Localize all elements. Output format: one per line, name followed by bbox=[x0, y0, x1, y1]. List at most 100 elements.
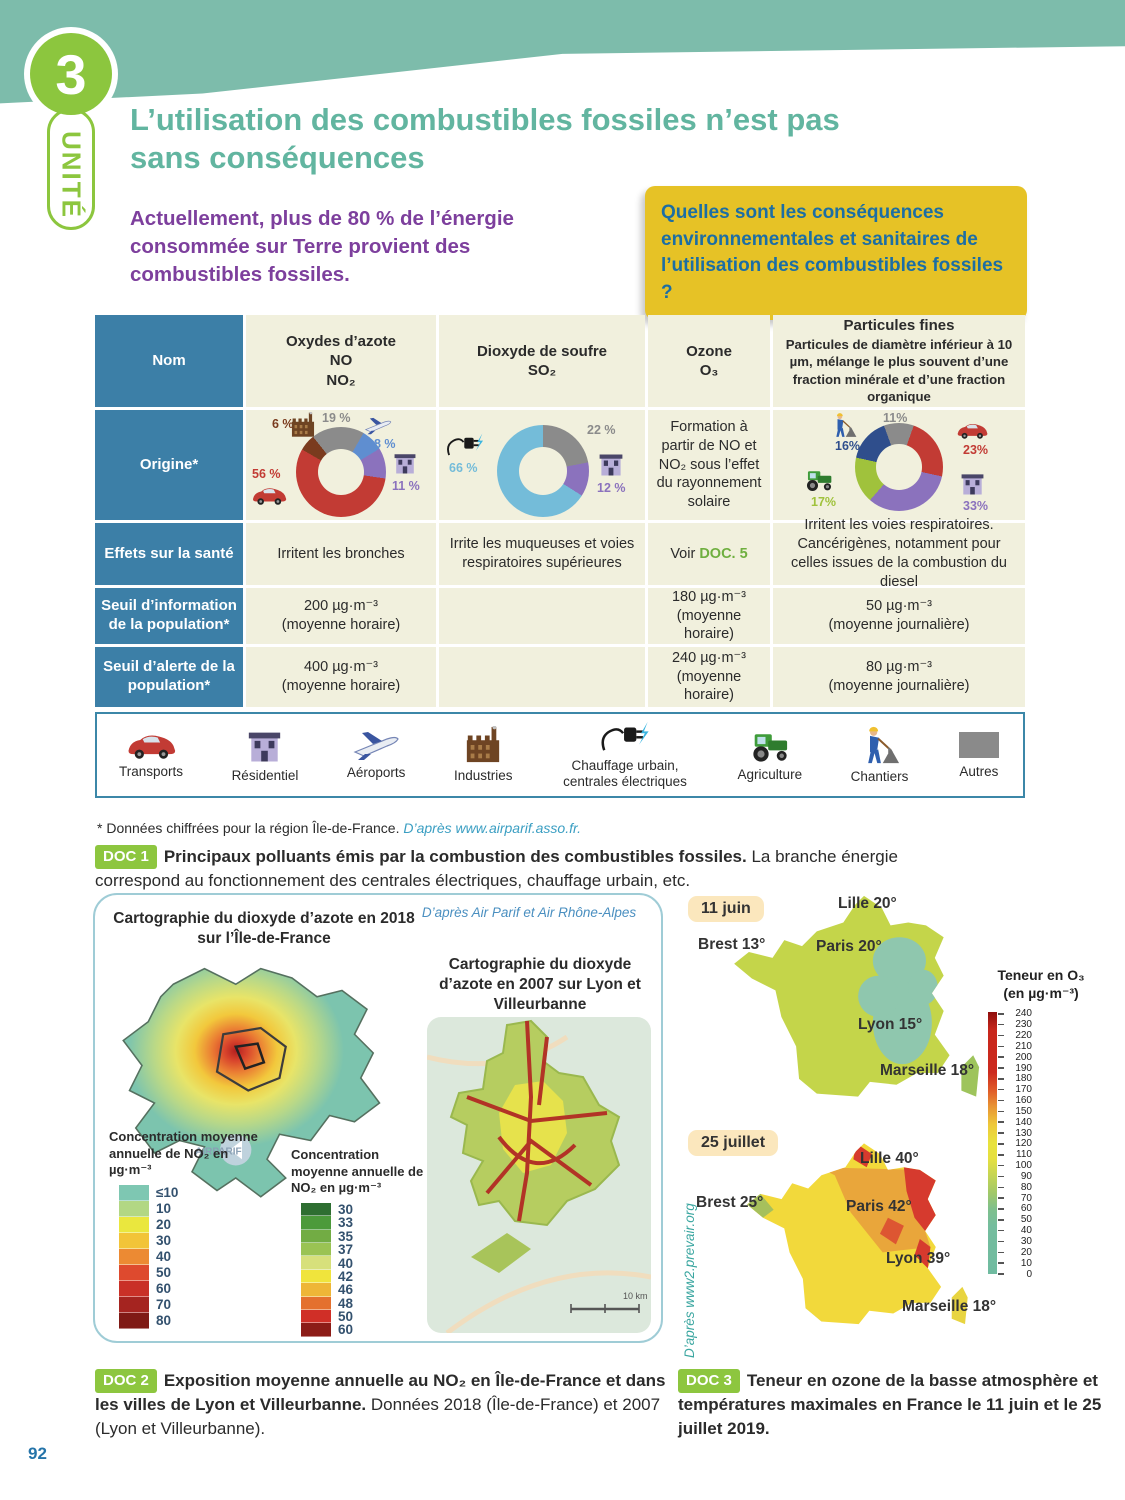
scale-swatch bbox=[301, 1283, 331, 1297]
legend-item-residentiel: Résidentiel bbox=[231, 726, 299, 784]
tick: 140 bbox=[998, 1117, 1032, 1128]
legend-label: Résidentiel bbox=[231, 768, 299, 784]
threshold-unit: (moyenne journalière) bbox=[828, 678, 970, 694]
scale-step-label: 40 bbox=[156, 1249, 172, 1265]
scale-step: 50 bbox=[119, 1264, 259, 1281]
scale-swatch bbox=[301, 1323, 331, 1337]
scale-step: 30 bbox=[119, 1232, 259, 1249]
tick: 20 bbox=[998, 1247, 1032, 1258]
alert-threshold-ozone: 240 µg·m⁻³ (moyenne horaire) bbox=[648, 647, 770, 707]
row-header-seuil-alerte: Seuil d’alerte de la population* bbox=[95, 647, 243, 707]
teal-banner bbox=[0, 0, 1125, 104]
alert-threshold-pm: 80 µg·m⁻³ (moyenne journalière) bbox=[773, 647, 1025, 707]
doc1-badge: DOC 1 bbox=[95, 845, 157, 870]
threshold-value: 180 µg·m⁻³ bbox=[671, 588, 747, 605]
tick-label: 80 bbox=[1020, 1181, 1032, 1193]
scale-step-label: 37 bbox=[338, 1242, 354, 1258]
scale-step: 20 bbox=[119, 1216, 259, 1233]
scale-swatch bbox=[301, 1202, 331, 1217]
alert-threshold-no: 400 µg·m⁻³ (moyenne horaire) bbox=[246, 647, 436, 707]
pie-label: 33% bbox=[963, 499, 989, 513]
scale-step-label: 70 bbox=[156, 1297, 172, 1313]
ozone-formation-text: Formation à partir de NO et NO₂ sous l’e… bbox=[656, 418, 762, 511]
france-ozone-map-25-juillet bbox=[747, 1143, 968, 1325]
pie-label: 66 % bbox=[449, 461, 478, 475]
scale-swatch bbox=[301, 1296, 331, 1310]
scale-swatch bbox=[119, 1216, 149, 1233]
scale-step-label: 33 bbox=[338, 1215, 354, 1231]
tractor-icon bbox=[748, 727, 792, 763]
tick-mark bbox=[998, 1273, 1004, 1275]
tick-label: 120 bbox=[1015, 1138, 1032, 1150]
footnote-credit: D’après www.airparif.asso.fr. bbox=[403, 820, 582, 836]
threshold-value: 80 µg·m⁻³ bbox=[866, 659, 932, 676]
voir-text: Voir bbox=[670, 545, 700, 562]
tick-label: 170 bbox=[1015, 1084, 1032, 1096]
city-label: Paris 42° bbox=[846, 1198, 912, 1215]
scale-step-label: 40 bbox=[338, 1255, 354, 1271]
tick: 130 bbox=[998, 1128, 1032, 1139]
pollutant-ozone-formula: O₃ bbox=[699, 362, 719, 379]
pollutant-ozone-name: Ozone bbox=[686, 342, 732, 360]
factory-icon bbox=[290, 412, 316, 438]
effects-ozone-text: Voir DOC. 5 bbox=[670, 545, 747, 564]
scale-step-label: 42 bbox=[338, 1268, 354, 1284]
effects-no: Irritent les bronches bbox=[246, 523, 436, 585]
tick-label: 200 bbox=[1015, 1051, 1032, 1063]
tick-label: 160 bbox=[1015, 1095, 1032, 1107]
city-label: Brest 25° bbox=[696, 1194, 764, 1211]
tick: 70 bbox=[998, 1193, 1032, 1204]
sector-legend: Transports Résidentiel Aéroports Industr… bbox=[95, 712, 1025, 798]
tick-mark bbox=[998, 1229, 1004, 1232]
scale-swatch bbox=[301, 1216, 331, 1230]
tick-mark bbox=[998, 1219, 1004, 1221]
tick-label: 240 bbox=[1015, 1008, 1032, 1020]
tick-label: 70 bbox=[1020, 1192, 1032, 1204]
pie-label: 56 % bbox=[252, 467, 281, 481]
unit-label: UNITÉ bbox=[56, 131, 87, 219]
scale-step: ≤10 bbox=[119, 1184, 259, 1201]
doc2-caption: DOC 2 Exposition moyenne annuelle au NO₂ … bbox=[95, 1369, 680, 1442]
pie-label: 19 % bbox=[322, 411, 351, 425]
scale-bar-label: 10 km bbox=[623, 1291, 648, 1301]
scale-swatch bbox=[301, 1269, 331, 1284]
tick-label: 60 bbox=[1020, 1203, 1032, 1215]
tick-label: 40 bbox=[1020, 1225, 1032, 1237]
house-icon bbox=[248, 726, 281, 764]
tick: 60 bbox=[998, 1203, 1032, 1215]
legend-item-aeroports: Aéroports bbox=[346, 729, 406, 781]
tick: 230 bbox=[998, 1019, 1032, 1030]
city-label: Brest 13° bbox=[698, 936, 766, 953]
idf-map-title: Cartographie du dioxyde d’azote en 2018 … bbox=[113, 910, 415, 948]
scale-step-label: 46 bbox=[338, 1282, 354, 1298]
scale-step: 35 bbox=[301, 1229, 427, 1244]
lyon-legend-label: Concentration moyenne annuelle de NO₂ en… bbox=[291, 1147, 424, 1196]
scale-swatch bbox=[119, 1312, 149, 1329]
lyon-map-title: Cartographie du dioxyde d’azote en 2007 … bbox=[439, 956, 641, 1014]
scale-swatch bbox=[301, 1229, 331, 1244]
scale-step-label: 80 bbox=[156, 1313, 172, 1329]
ozone-scale: Teneur en O₃ (en µg·m⁻³) 240 230 220 210 200… bbox=[960, 966, 1122, 1280]
tick-mark bbox=[998, 1251, 1004, 1254]
pie-label: 17% bbox=[811, 495, 837, 509]
pie-label: 23% bbox=[963, 443, 989, 457]
car-icon bbox=[124, 730, 178, 760]
pollutant-ozone: Ozone O₃ bbox=[648, 315, 770, 407]
row-header-effets: Effets sur la santé bbox=[95, 523, 243, 585]
city-label: Lyon 39° bbox=[886, 1250, 951, 1267]
tick-mark bbox=[998, 1013, 1004, 1015]
tick: 30 bbox=[998, 1236, 1032, 1247]
scale-step-label: 60 bbox=[156, 1281, 172, 1297]
worker-icon bbox=[831, 412, 857, 438]
scale-step-label: ≤10 bbox=[156, 1185, 179, 1201]
legend-label: Aéroports bbox=[346, 765, 406, 781]
doc3-credit: D’après www2.prevair.org bbox=[682, 1203, 697, 1358]
effects-ozone: Voir DOC. 5 bbox=[648, 523, 770, 585]
tick-label: 210 bbox=[1015, 1040, 1032, 1052]
tick: 210 bbox=[998, 1041, 1032, 1052]
threshold-value: 200 µg·m⁻³ bbox=[303, 598, 379, 615]
legend-label: Chauffage urbain, centrales électriques bbox=[563, 758, 687, 789]
tick-label: 230 bbox=[1015, 1019, 1032, 1031]
pie-label: 22 % bbox=[587, 423, 616, 437]
